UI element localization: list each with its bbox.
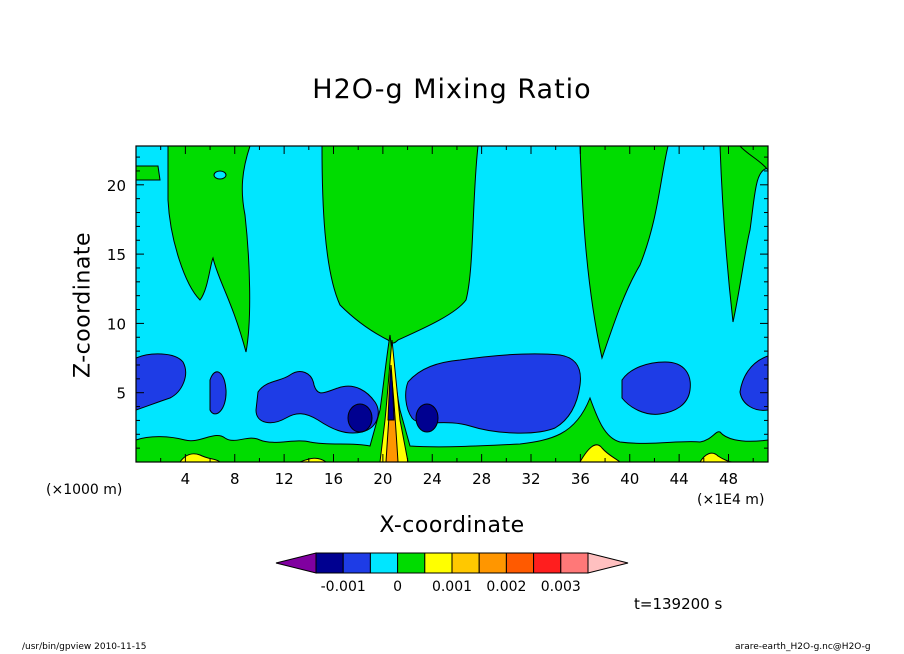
colorbar-tick-label: 0.002 xyxy=(486,579,526,595)
plot-area xyxy=(136,146,768,462)
y-tick-label: 5 xyxy=(116,385,126,403)
colorbar-cell xyxy=(478,552,507,574)
colorbar-cell xyxy=(451,552,480,574)
x-tick-label: 12 xyxy=(275,470,294,488)
x-tick-label: 28 xyxy=(472,470,491,488)
x-tick-label: 32 xyxy=(521,470,540,488)
x-tick-label: 16 xyxy=(324,470,343,488)
y-axis: 5 10 15 20 xyxy=(107,156,768,449)
contour-dry-left2 xyxy=(209,371,227,415)
time-label: t=139200 s xyxy=(634,595,723,613)
colorbar-tick-label: 0.001 xyxy=(432,579,472,595)
contour-surface-green xyxy=(136,334,768,462)
colorbar-cell xyxy=(424,552,453,574)
x-axis-label: X-coordinate xyxy=(379,513,525,538)
contour-plume-left xyxy=(167,146,251,353)
contour-plume-right xyxy=(579,146,669,360)
chart-title: H2O-g Mixing Ratio xyxy=(312,74,592,105)
contour-cell-small xyxy=(213,170,227,180)
y-tick-label: 15 xyxy=(107,246,126,264)
colorbar-cell xyxy=(397,552,426,574)
contour-dry-edge xyxy=(739,355,768,411)
contour-updraft-dark xyxy=(387,364,395,421)
contour-dry-right2 xyxy=(621,361,691,415)
x-tick-label: 4 xyxy=(181,470,191,488)
colorbar-extend-low xyxy=(275,552,317,574)
y-axis-unit: (×1000 m) xyxy=(46,482,123,498)
contour-core-right xyxy=(415,403,439,433)
footer-left: /usr/bin/gpview 2010-11-15 xyxy=(22,642,147,652)
y-tick-label: 10 xyxy=(107,315,126,333)
x-tick-label: 20 xyxy=(373,470,392,488)
y-tick-label: 20 xyxy=(107,177,126,195)
contour-core-left xyxy=(347,403,373,433)
colorbar-cell xyxy=(505,552,535,574)
colorbar-tick-label: 0 xyxy=(393,579,402,595)
x-tick-label: 24 xyxy=(423,470,442,488)
colorbar-cell xyxy=(560,552,589,574)
x-tick-label: 40 xyxy=(620,470,639,488)
plot-frame xyxy=(135,145,769,463)
y-axis-label: Z-coordinate xyxy=(70,232,96,378)
contour-top-left xyxy=(136,146,161,181)
x-tick-label: 44 xyxy=(670,470,689,488)
colorbar-tick-label: -0.001 xyxy=(321,579,366,595)
contour-surface-yellow xyxy=(179,339,733,462)
colorbar-cell xyxy=(369,552,399,574)
colorbar: -0.001 0 0.001 0.002 0.003 xyxy=(275,552,629,595)
colorbar-cell xyxy=(342,552,371,574)
contour-plume-far-right xyxy=(719,146,768,323)
contour-column-center xyxy=(321,146,479,344)
colorbar-cell xyxy=(315,552,344,574)
contour-top-right xyxy=(739,146,768,171)
colorbar-tick-label: 0.003 xyxy=(541,579,581,595)
x-tick-label: 48 xyxy=(719,470,738,488)
colorbar-extend-high xyxy=(587,552,629,574)
footer-right: arare-earth_H2O-g.nc@H2O-g xyxy=(735,642,871,652)
contour-dry-left xyxy=(136,353,187,411)
colorbar-cell xyxy=(533,552,562,574)
x-axis-unit: (×1E4 m) xyxy=(697,492,765,508)
x-axis: 4 8 12 16 20 24 28 32 36 40 44 48 xyxy=(160,146,754,488)
x-tick-label: 36 xyxy=(571,470,590,488)
x-tick-label: 8 xyxy=(230,470,240,488)
